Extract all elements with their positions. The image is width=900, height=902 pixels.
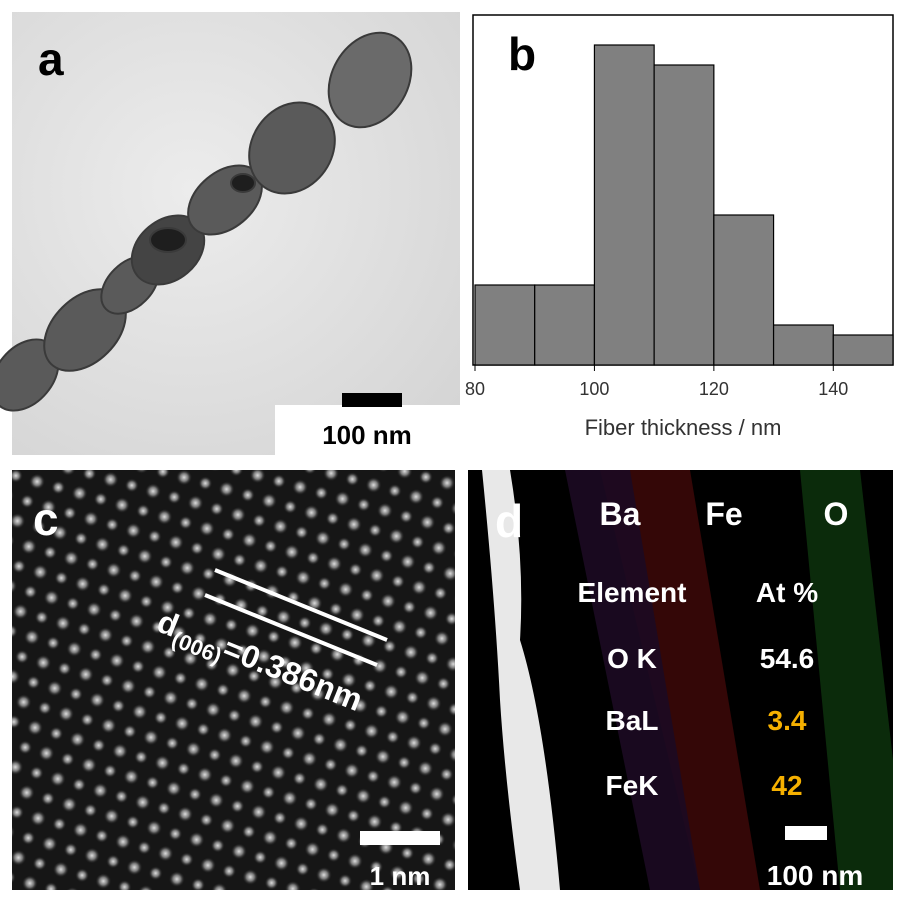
bar (714, 215, 774, 365)
scale-bar (360, 831, 440, 845)
map-label: O (824, 496, 849, 532)
bar (774, 325, 834, 365)
scale-label: 1 nm (370, 861, 431, 891)
panel-label: a (38, 33, 64, 85)
scale-label: 100 nm (767, 860, 864, 891)
bar (654, 65, 714, 365)
scale-bar (342, 393, 402, 407)
table-header: Element (578, 577, 687, 608)
map-label: Fe (705, 496, 742, 532)
x-tick-label: 140 (818, 379, 848, 399)
table-cell: BaL (606, 705, 659, 736)
x-tick-label: 80 (465, 379, 485, 399)
table-cell: O K (607, 643, 657, 674)
table-header: At % (756, 577, 818, 608)
bar (535, 285, 595, 365)
panel-label: d (495, 495, 523, 547)
map-label: Ba (600, 496, 641, 532)
panel-label: c (33, 493, 59, 545)
table-cell: 3.4 (768, 705, 807, 736)
x-axis-label: Fiber thickness / nm (585, 415, 782, 440)
scale-bar (785, 826, 827, 840)
panel-a: a 100 nm (0, 12, 460, 455)
panel-label: b (508, 28, 536, 80)
panel-d: d Ba Fe O Element At % O K 54.6 BaL 3.4 … (468, 470, 893, 891)
hrtem-image (12, 470, 455, 890)
table-cell: FeK (606, 770, 659, 801)
panel-b: b Fiber thickness / nm 80 100 120 140 (465, 15, 893, 440)
table-cell: 54.6 (760, 643, 815, 674)
bar (594, 45, 654, 365)
panel-c: d(006)=0.386nm c 1 nm (12, 470, 455, 891)
x-tick-label: 100 (579, 379, 609, 399)
figure: a 100 nm b Fiber thickness / nm 80 100 120… (0, 0, 900, 902)
scale-label: 100 nm (322, 420, 412, 450)
bar (833, 335, 893, 365)
bar (475, 285, 535, 365)
table-cell: 42 (771, 770, 802, 801)
x-tick-label: 120 (699, 379, 729, 399)
